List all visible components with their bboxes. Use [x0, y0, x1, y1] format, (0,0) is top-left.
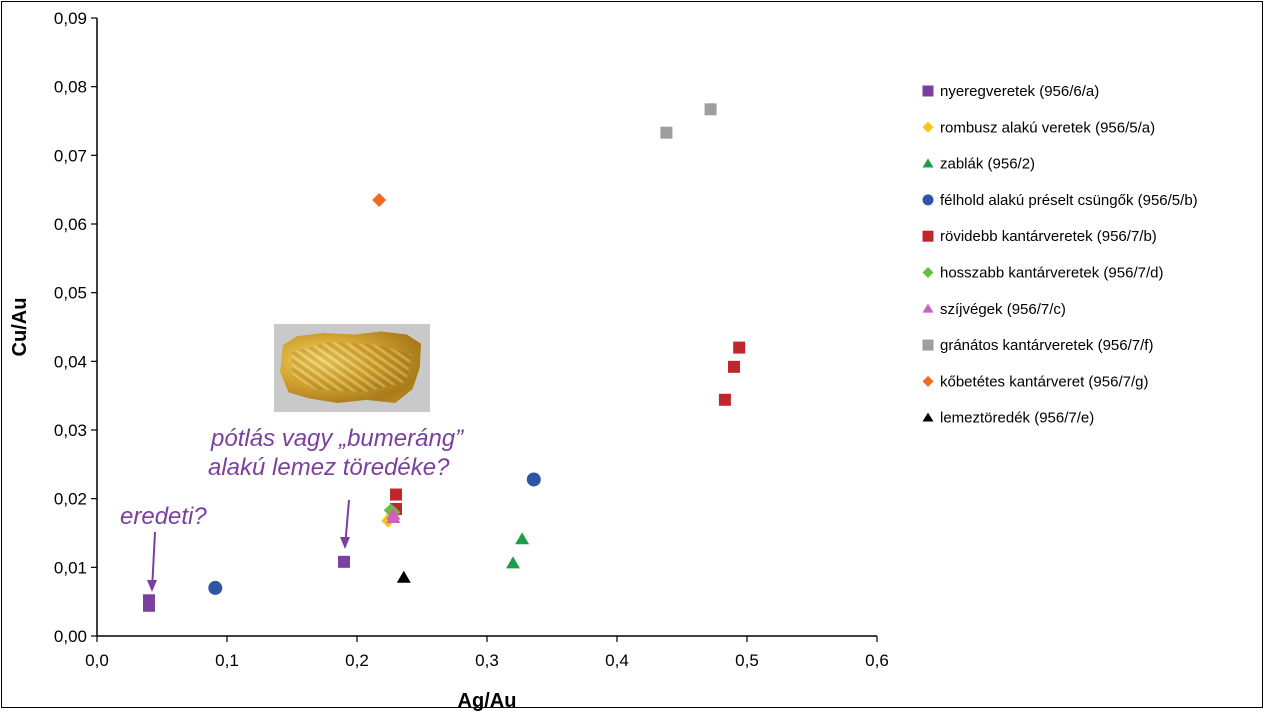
data-point-triangle — [515, 532, 530, 545]
legend-entry-label: szíjvégek (956/7/c) — [940, 301, 1066, 318]
axes — [96, 18, 877, 637]
data-point-square — [733, 341, 746, 354]
y-tick-label: 0,02 — [54, 490, 87, 509]
data-point-circle — [208, 580, 223, 595]
data-point-square — [718, 393, 731, 406]
data-points — [143, 103, 746, 612]
gold-foil-fragment — [280, 331, 422, 403]
data-point-square — [660, 126, 673, 139]
data-point-square — [390, 488, 402, 501]
legend-entry-label: gránátos kantárveretek (956/7/f) — [940, 337, 1153, 354]
x-tick-label: 0,0 — [85, 651, 109, 670]
legend-entry-label: hosszabb kantárveretek (956/7/d) — [940, 265, 1163, 282]
data-point-circle — [526, 472, 541, 487]
y-tick-label: 0,08 — [54, 78, 87, 97]
data-point-triangle — [506, 556, 520, 569]
x-tick-label: 0,1 — [215, 651, 239, 670]
annotation-arrow-head — [340, 537, 350, 549]
y-tick-label: 0,00 — [54, 627, 87, 646]
gold-foil-photo — [274, 324, 430, 412]
y-tick-label: 0,03 — [54, 421, 87, 440]
legend-marker — [922, 121, 934, 133]
annotations: eredeti? pótlás vagy „bumeráng”alakú leme… — [120, 425, 464, 592]
y-tick-label: 0,07 — [54, 146, 87, 165]
annotation-text: alakú lemez töredéke? — [208, 454, 450, 481]
y-tick-label: 0,04 — [54, 352, 87, 371]
data-point-square — [143, 599, 155, 612]
legend-entry-label: rövidebb kantárveretek (956/7/b) — [940, 228, 1157, 245]
legend-entry-label: kőbetétes kantárveret (956/7/g) — [940, 373, 1148, 390]
legend-entry-label: nyeregveretek (956/6/a) — [940, 83, 1099, 100]
data-point-diamond — [372, 192, 387, 207]
legend-entry-label: zablák (956/2) — [940, 156, 1035, 173]
x-tick-label: 0,6 — [865, 651, 889, 670]
y-tick-label: 0,09 — [54, 9, 87, 28]
y-tick-label: 0,06 — [54, 215, 87, 234]
legend: nyeregveretek (956/6/a) rombusz alakú ver… — [922, 83, 1198, 427]
x-tick-label: 0,5 — [735, 651, 759, 670]
legend-entry-label: lemeztöredék (956/7/e) — [940, 410, 1094, 427]
data-point-triangle — [386, 507, 401, 520]
y-axis-label: Cu/Au — [9, 298, 31, 357]
y-tick-label: 0,01 — [54, 558, 87, 577]
data-point-square — [704, 103, 717, 116]
legend-marker — [922, 194, 934, 206]
legend-marker — [922, 412, 934, 422]
annotation-text: pótlás vagy „bumeráng” — [210, 425, 464, 452]
data-point-square — [338, 555, 350, 568]
x-tick-label: 0,2 — [345, 651, 369, 670]
legend-marker — [922, 158, 934, 168]
legend-marker — [922, 375, 934, 387]
tick-labels: 0,0 0,1 0,2 0,3 0,4 0,5 0,6 0,00 0,01 0,02 0,03 0,0… — [54, 9, 889, 670]
legend-entry-label: rombusz alakú veretek (956/5/a) — [940, 119, 1155, 136]
x-axis-label: Ag/Au — [458, 690, 517, 711]
foil-texture — [292, 342, 412, 392]
legend-entry-label: félhold alakú préselt csüngők (956/5/b) — [940, 192, 1198, 209]
legend-marker — [922, 85, 934, 97]
legend-marker — [922, 230, 934, 242]
x-tick-label: 0,3 — [475, 651, 499, 670]
legend-marker — [922, 267, 934, 278]
legend-marker — [922, 303, 934, 313]
data-point-square — [728, 360, 740, 373]
data-point-triangle — [396, 570, 411, 583]
annotation-arrow-head — [147, 580, 157, 592]
legend-marker — [922, 339, 934, 351]
x-tick-label: 0,4 — [605, 651, 629, 670]
annotation-text: eredeti? — [120, 503, 207, 530]
y-tick-label: 0,05 — [54, 284, 87, 303]
